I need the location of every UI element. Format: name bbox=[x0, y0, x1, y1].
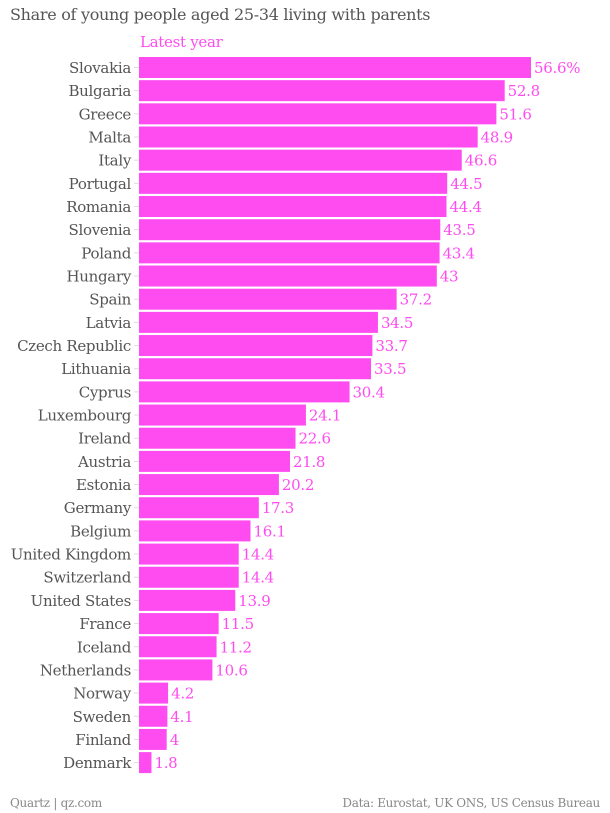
category-label: Slovenia bbox=[69, 221, 132, 239]
data-label: 30.4 bbox=[353, 383, 385, 401]
data-label: 33.5 bbox=[374, 360, 406, 378]
data-label: 14.4 bbox=[242, 546, 274, 564]
category-label: Malta bbox=[88, 129, 131, 147]
data-label: 17.3 bbox=[262, 499, 294, 517]
category-label: Lithuania bbox=[61, 360, 131, 378]
category-label: Finland bbox=[75, 731, 131, 749]
data-label: 4.2 bbox=[171, 685, 194, 703]
data-label: 51.6 bbox=[499, 105, 531, 123]
bar bbox=[139, 427, 296, 449]
category-label: Denmark bbox=[63, 754, 132, 772]
bar bbox=[139, 335, 373, 357]
category-label: Iceland bbox=[77, 638, 132, 656]
bar bbox=[139, 543, 239, 565]
bar bbox=[139, 172, 448, 194]
category-label: Luxembourg bbox=[38, 407, 132, 425]
bar bbox=[139, 265, 437, 287]
bar bbox=[139, 381, 350, 403]
bar bbox=[139, 450, 290, 472]
data-label: 44.4 bbox=[450, 198, 482, 216]
footer-source: Data: Eurostat, UK ONS, US Census Bureau bbox=[342, 796, 600, 810]
data-label: 44.5 bbox=[450, 175, 482, 193]
category-label: Poland bbox=[81, 244, 131, 262]
footer-credit: Quartz | qz.com bbox=[10, 796, 102, 810]
category-label: Latvia bbox=[86, 314, 132, 332]
bar bbox=[139, 196, 447, 218]
bar bbox=[139, 728, 167, 750]
category-label: Bulgaria bbox=[68, 82, 131, 100]
data-label: 11.2 bbox=[220, 638, 252, 656]
bar bbox=[139, 636, 217, 658]
category-label: Hungary bbox=[67, 268, 132, 286]
category-label: Norway bbox=[73, 685, 132, 703]
category-label: Germany bbox=[64, 499, 132, 517]
data-label: 46.6 bbox=[465, 152, 497, 170]
data-label: 21.8 bbox=[293, 453, 325, 471]
category-label: Romania bbox=[66, 198, 131, 216]
category-label: Slovakia bbox=[69, 59, 131, 77]
bar bbox=[139, 682, 169, 704]
category-label: Greece bbox=[79, 105, 132, 123]
bar bbox=[139, 358, 372, 380]
data-label: 34.5 bbox=[381, 314, 413, 332]
bar bbox=[139, 613, 219, 635]
bar bbox=[139, 566, 239, 588]
bar bbox=[139, 659, 213, 681]
category-label: Belgium bbox=[70, 522, 131, 540]
category-label: Spain bbox=[89, 291, 131, 309]
category-label: United States bbox=[31, 592, 131, 610]
bar bbox=[139, 219, 441, 241]
bar bbox=[139, 126, 478, 148]
data-label: 1.8 bbox=[154, 754, 177, 772]
data-label: 20.2 bbox=[282, 476, 314, 494]
data-label: 56.6% bbox=[534, 59, 580, 77]
data-label: 43 bbox=[440, 268, 459, 286]
bar bbox=[139, 589, 236, 611]
data-label: 13.9 bbox=[238, 592, 270, 610]
category-label: Portugal bbox=[69, 175, 132, 193]
category-label: Estonia bbox=[76, 476, 131, 494]
data-label: 4 bbox=[170, 731, 179, 749]
category-label: Austria bbox=[77, 453, 131, 471]
data-label: 16.1 bbox=[254, 522, 286, 540]
bar bbox=[139, 80, 505, 102]
bar bbox=[139, 311, 378, 333]
category-label: Netherlands bbox=[40, 661, 131, 679]
data-label: 37.2 bbox=[400, 291, 432, 309]
data-label: 14.4 bbox=[242, 569, 274, 587]
bar bbox=[139, 520, 251, 542]
data-label: 43.4 bbox=[443, 244, 475, 262]
bar bbox=[139, 288, 397, 310]
bar bbox=[139, 474, 279, 496]
bar bbox=[139, 103, 497, 125]
data-label: 48.9 bbox=[481, 129, 513, 147]
data-label: 4.1 bbox=[170, 708, 193, 726]
data-label: 43.5 bbox=[443, 221, 475, 239]
bar bbox=[139, 57, 531, 78]
chart-title: Share of young people aged 25-34 living … bbox=[10, 5, 431, 24]
bar bbox=[139, 752, 152, 774]
category-label: Sweden bbox=[73, 708, 132, 726]
data-label: 11.5 bbox=[222, 615, 254, 633]
legend-series-name: Latest year bbox=[140, 33, 223, 51]
category-label: France bbox=[79, 615, 131, 633]
bar bbox=[139, 149, 462, 171]
category-label: Cyprus bbox=[79, 383, 131, 401]
data-label: 24.1 bbox=[309, 407, 341, 425]
data-label: 52.8 bbox=[508, 82, 540, 100]
data-label: 33.7 bbox=[375, 337, 407, 355]
bar bbox=[139, 242, 440, 264]
data-label: 22.6 bbox=[299, 430, 331, 448]
bar bbox=[139, 497, 259, 519]
data-label: 10.6 bbox=[215, 661, 247, 679]
category-label: United Kingdom bbox=[11, 546, 131, 564]
bar bbox=[139, 705, 168, 727]
category-label: Ireland bbox=[78, 430, 132, 448]
category-label: Switzerland bbox=[43, 569, 131, 587]
bar bbox=[139, 404, 306, 426]
category-label: Czech Republic bbox=[17, 337, 131, 355]
category-label: Italy bbox=[98, 152, 131, 170]
